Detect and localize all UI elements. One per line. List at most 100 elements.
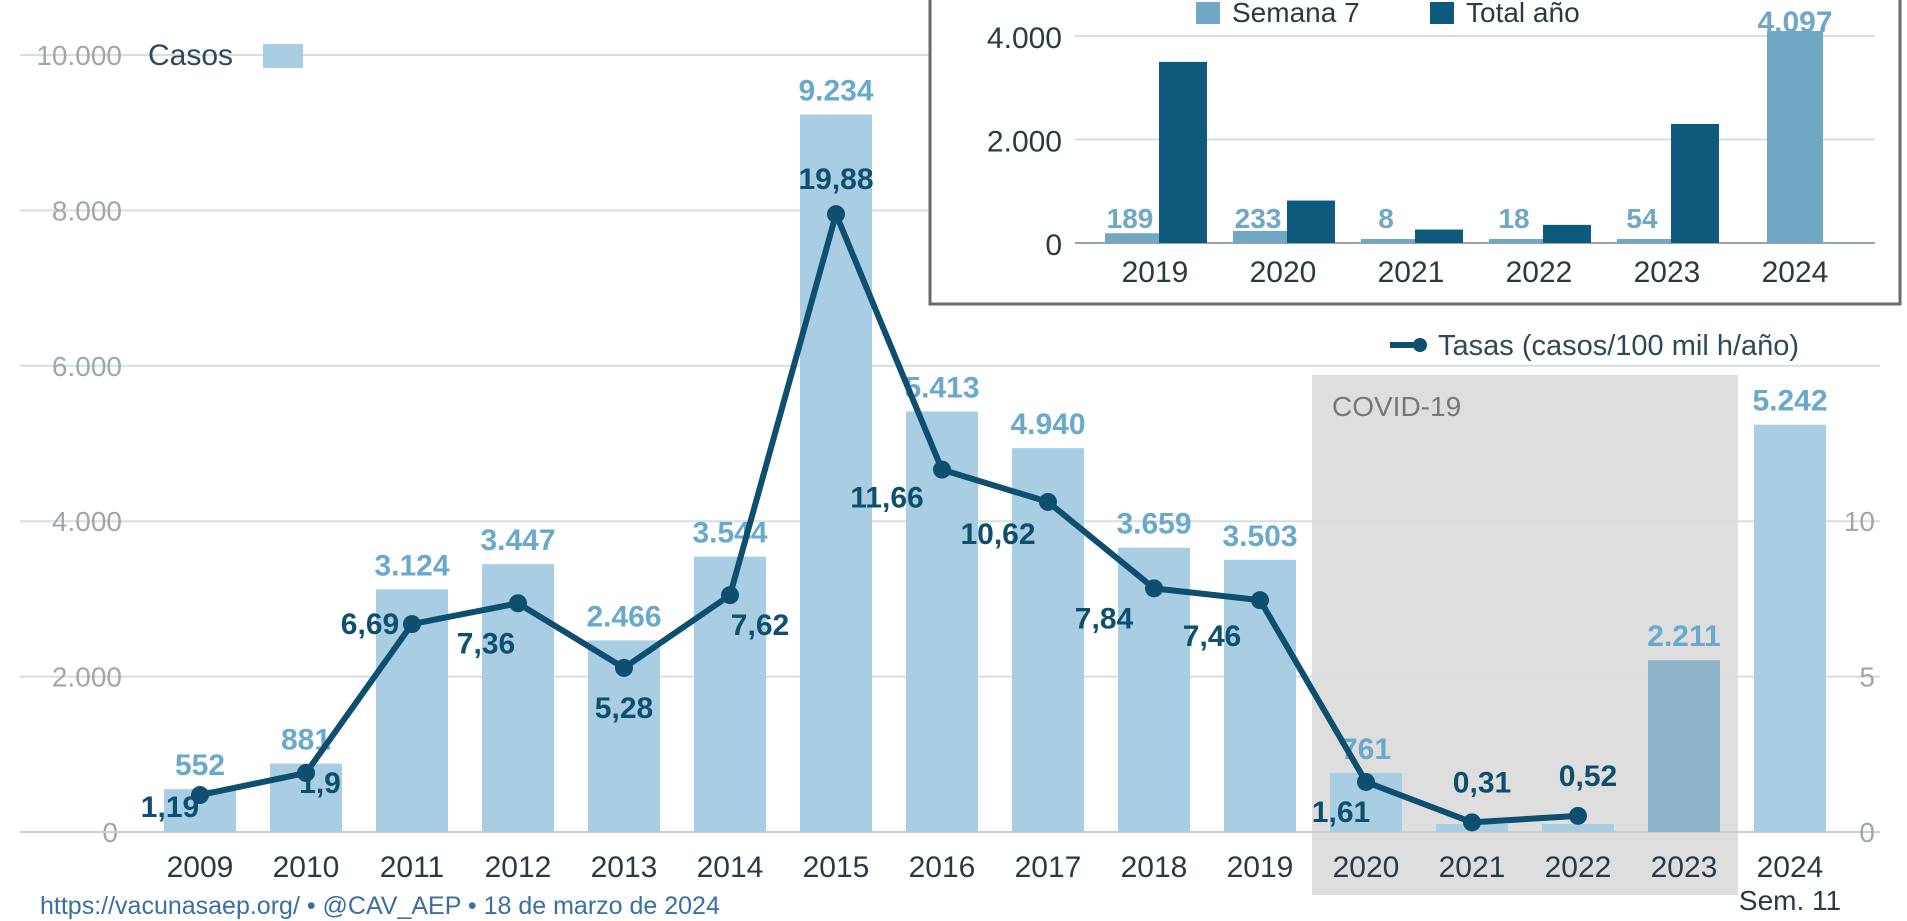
x-tick-label: 2023	[1651, 851, 1718, 884]
bar-value-label: 5.242	[1752, 385, 1827, 418]
x-tick-label: 2024	[1757, 851, 1824, 884]
rate-value-label: 0,52	[1559, 760, 1617, 793]
y2-tick-label: 5	[1859, 662, 1875, 693]
bar-value-label: 3.659	[1116, 508, 1191, 541]
x-tick-label: 2014	[697, 851, 764, 884]
x-tick-label: 2020	[1333, 851, 1400, 884]
rate-value-label: 0,31	[1453, 766, 1511, 799]
rate-point-2009	[191, 786, 209, 805]
y-tick-label: 2.000	[52, 662, 122, 693]
x-tick-label: 2017	[1015, 851, 1082, 884]
inset-week-value-label: 233	[1235, 203, 1282, 234]
inset-bar-week-2020	[1233, 230, 1295, 243]
bar-2024	[1754, 424, 1826, 832]
inset-bar-total-2023	[1671, 123, 1719, 243]
inset-bar-week-2021	[1361, 239, 1423, 243]
rate-value-label: 7,36	[457, 627, 515, 660]
rate-point-2013	[615, 658, 633, 677]
inset-y-tick-label: 2.000	[987, 126, 1062, 159]
bar-value-label: 2.211	[1647, 620, 1720, 653]
y-tick-label: 6.000	[52, 351, 122, 382]
bar-2017	[1012, 448, 1084, 832]
legend-rate-label: Tasas (casos/100 mil h/año)	[1438, 330, 1799, 362]
rate-point-2020	[1357, 772, 1375, 791]
inset-bar-total-2019	[1159, 61, 1207, 243]
rate-value-label: 1,61	[1312, 796, 1370, 829]
x-tick-label: 2010	[273, 851, 340, 884]
inset-bar-week-2024	[1767, 30, 1823, 243]
inset-x-tick-label: 2024	[1762, 256, 1829, 289]
inset-x-tick-label: 2019	[1122, 256, 1189, 289]
inset-legend-week-label: Semana 7	[1232, 0, 1360, 28]
inset-bar-week-2019	[1105, 233, 1167, 243]
bar-value-label: 3.503	[1222, 520, 1297, 553]
inset-top-value-label: 4.097	[1757, 6, 1832, 39]
bar-2023	[1648, 660, 1720, 832]
inset-x-tick-label: 2020	[1250, 256, 1317, 289]
bar-value-label: 5.413	[904, 371, 979, 404]
rate-value-label: 6,69	[341, 608, 399, 641]
rate-point-2011	[403, 615, 421, 634]
y-tick-label: 10.000	[36, 40, 122, 71]
inset-x-tick-label: 2023	[1634, 256, 1701, 289]
bar-value-label: 3.124	[374, 549, 449, 582]
inset-week-value-label: 189	[1107, 203, 1154, 234]
covid-label: COVID-19	[1332, 391, 1461, 422]
x-tick-label: 2009	[167, 851, 234, 884]
x-tick-label: 2012	[485, 851, 552, 884]
rate-point-2022	[1569, 806, 1587, 825]
inset-bar-week-2022	[1489, 239, 1551, 243]
bar-2015	[800, 114, 872, 833]
y2-tick-label: 10	[1844, 506, 1875, 537]
x-tick-label: 2022	[1545, 851, 1612, 884]
bar-value-label: 552	[175, 749, 225, 782]
inset-bar-total-2020	[1287, 200, 1335, 243]
rate-value-label: 7,62	[731, 609, 789, 642]
rate-point-2014	[721, 586, 739, 605]
x-tick-label: 2021	[1439, 851, 1506, 884]
inset-week-value-label: 54	[1626, 203, 1658, 234]
rate-value-label: 7,46	[1183, 620, 1241, 653]
rate-line	[199, 211, 1579, 826]
bar-value-label: 3.447	[480, 524, 555, 557]
x-tick-label: 2015	[803, 851, 870, 884]
y-tick-label: 4.000	[52, 506, 122, 537]
inset-y-tick-label: 0	[1045, 229, 1062, 262]
rate-point-2017	[1039, 492, 1057, 511]
legend-rate-swatch-dot	[1413, 338, 1427, 352]
inset-bar-total-2022	[1543, 224, 1591, 243]
rate-value-label: 1,9	[299, 767, 341, 800]
rate-value-label: 19,88	[798, 163, 873, 196]
inset-legend-swatch-total	[1430, 2, 1454, 24]
legend-casos-swatch	[263, 44, 303, 68]
bar-value-label: 2.466	[586, 600, 661, 633]
inset-x-tick-label: 2021	[1378, 256, 1445, 289]
inset-bar-total-2021	[1415, 229, 1463, 243]
bar-value-label: 3.544	[692, 517, 767, 550]
bar-2016	[906, 411, 978, 832]
bar-2022	[1542, 824, 1614, 832]
inset-bar-week-2023	[1617, 239, 1679, 243]
rate-value-label: 11,66	[850, 482, 923, 515]
bar-value-label: 9.234	[798, 75, 873, 108]
rate-point-2018	[1145, 579, 1163, 598]
rate-value-label: 7,84	[1075, 602, 1134, 635]
rate-point-2016	[933, 460, 951, 479]
rate-value-label: 5,28	[595, 692, 653, 725]
x-tick-label: 2011	[380, 851, 445, 884]
source-note: https://vacunasaep.org/ • @CAV_AEP • 18 …	[40, 892, 720, 920]
inset-week-value-label: 18	[1498, 203, 1529, 234]
rate-value-label: 1,19	[141, 791, 199, 824]
x-tick-label: 2013	[591, 851, 658, 884]
y2-tick-label: 0	[1859, 817, 1875, 848]
x-tick-label: 2016	[909, 851, 976, 884]
y-tick-label: 8.000	[52, 195, 122, 226]
x-tick-label: 2018	[1121, 851, 1188, 884]
rate-point-2010	[297, 763, 315, 782]
legend-casos-label: Casos	[148, 39, 233, 72]
inset-x-tick-label: 2022	[1506, 256, 1573, 289]
inset-frame	[928, 0, 1902, 306]
rate-value-label: 10,62	[960, 518, 1035, 551]
inset-y-tick-label: 4.000	[987, 22, 1062, 55]
inset-legend-swatch-week	[1196, 2, 1220, 24]
